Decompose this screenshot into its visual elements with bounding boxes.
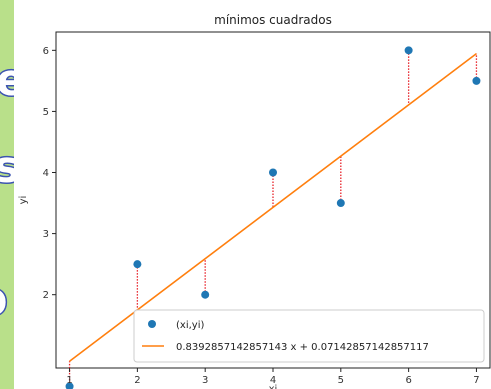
- x-tick-label: 6: [405, 375, 411, 386]
- chart-title: mínimos cuadrados: [214, 13, 332, 27]
- data-point: [65, 382, 74, 389]
- y-axis-label: yi: [18, 196, 29, 205]
- x-tick-label: 5: [338, 375, 344, 386]
- data-point: [201, 290, 210, 299]
- y-tick-label: 6: [43, 46, 49, 57]
- data-point: [336, 199, 345, 208]
- data-point: [472, 76, 481, 85]
- data-point: [269, 168, 277, 177]
- x-tick-label: 7: [473, 375, 479, 386]
- chart-canvas: 1 2 3 4 5 6 7 2 3 4 5 6 mínimos cuadrados xi yi (xi,y…: [18, 13, 491, 389]
- legend-label-fit: 0.8392857142857143 x + 0.071428571428571…: [176, 342, 429, 353]
- x-tick-label: 2: [134, 375, 140, 386]
- data-point: [133, 260, 142, 269]
- legend-marker-points: [148, 320, 156, 328]
- x-axis-label: xi: [269, 384, 278, 389]
- x-tick-label: 3: [202, 375, 208, 386]
- data-point: [404, 46, 413, 55]
- y-tick-label: 3: [43, 229, 49, 240]
- x-tick-label: 4: [270, 375, 276, 386]
- y-tick-label: 2: [43, 290, 49, 301]
- legend-box: [133, 309, 485, 363]
- y-tick-label: 5: [43, 107, 49, 118]
- legend-label-points: (xi,yi): [176, 320, 204, 331]
- x-tick-label: 1: [66, 375, 72, 386]
- y-tick-label: 4: [43, 168, 49, 179]
- chart-figure: 1 2 3 4 5 6 7 2 3 4 5 6 mínimos cuadrados xi yi (xi,y…: [14, 0, 491, 389]
